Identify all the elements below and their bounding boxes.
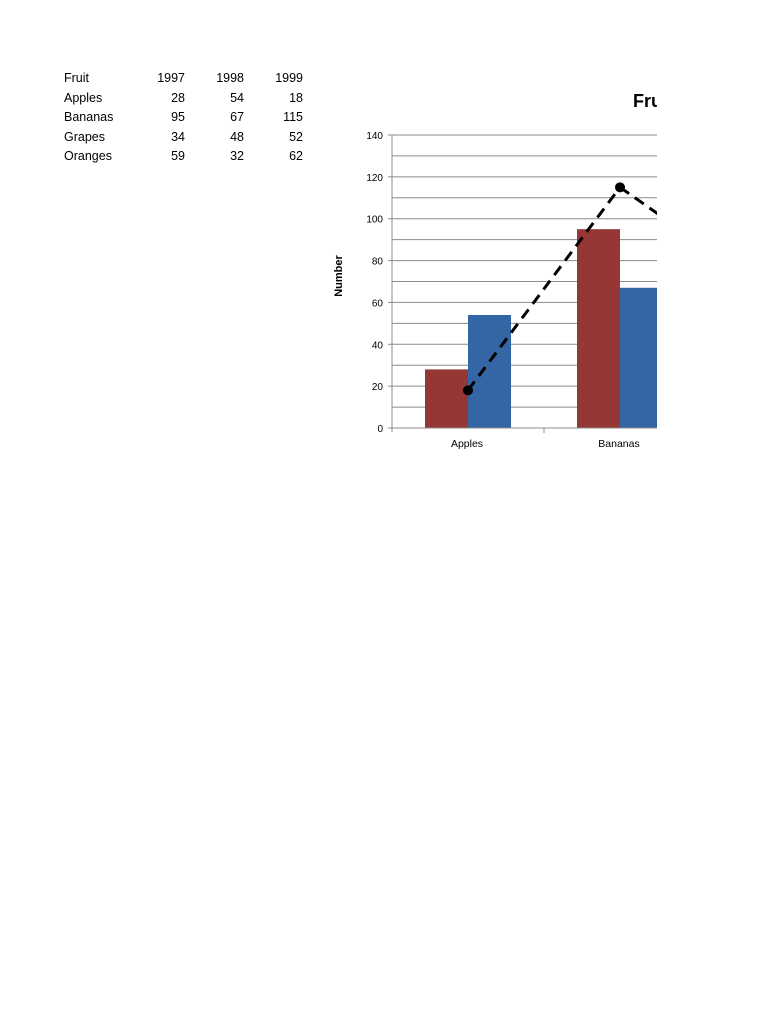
table-cell: Oranges bbox=[64, 149, 112, 163]
chart-canvas: Fruit Number 0 20 40 60 80 100 120 140 Apples Ba… bbox=[333, 91, 657, 450]
x-tick-label: Apples bbox=[451, 438, 483, 450]
table-cell: 32 bbox=[230, 149, 244, 163]
x-tick-label: Bananas bbox=[598, 438, 639, 450]
y-tick-label: 40 bbox=[372, 340, 384, 351]
table-cell: Grapes bbox=[64, 129, 105, 144]
y-tick-label: 100 bbox=[366, 215, 383, 226]
table-header-cell: Fruit bbox=[64, 71, 89, 85]
y-axis-ticks: 0 20 40 60 80 100 120 140 bbox=[366, 131, 392, 435]
bar-1998-apples bbox=[468, 314, 511, 428]
table-row: Bananas 95 67 115 bbox=[64, 108, 303, 128]
bar-1997-bananas bbox=[577, 229, 620, 428]
table-cell: 34 bbox=[171, 129, 185, 144]
table-row: Grapes 34 48 52 bbox=[64, 128, 303, 148]
line-series-1999-continuation bbox=[619, 186, 657, 216]
y-axis-label: Number bbox=[333, 255, 345, 297]
table-row: Apples 28 54 18 bbox=[64, 89, 303, 109]
table-cell: 18 bbox=[289, 90, 303, 105]
y-tick-label: 60 bbox=[372, 298, 384, 309]
table-cell: Bananas bbox=[64, 110, 114, 124]
table-cell: 54 bbox=[230, 90, 244, 105]
y-tick-label: 120 bbox=[366, 173, 383, 184]
table-header-cell: 1998 bbox=[216, 71, 244, 85]
y-tick-label: 0 bbox=[377, 424, 383, 435]
line-point-1999 bbox=[463, 385, 473, 396]
table-header-cell: 1999 bbox=[275, 71, 303, 85]
table-cell: 95 bbox=[171, 110, 185, 124]
table-cell: Apples bbox=[64, 90, 103, 105]
table-cell: 62 bbox=[289, 149, 303, 163]
y-tick-label: 20 bbox=[372, 382, 384, 393]
y-tick-label: 80 bbox=[372, 257, 384, 268]
table-row: Oranges 59 32 62 bbox=[64, 147, 303, 167]
table-cell: 59 bbox=[171, 149, 185, 163]
line-series-1999 bbox=[466, 186, 622, 392]
table-header-row: Fruit 1997 1998 1999 bbox=[64, 69, 303, 89]
bars bbox=[425, 229, 657, 428]
gridlines bbox=[392, 134, 657, 429]
bar-1997-apples bbox=[425, 369, 468, 428]
table-cell: 52 bbox=[289, 129, 303, 144]
table-header-cell: 1997 bbox=[157, 71, 185, 85]
chart-title: Fruit bbox=[633, 91, 657, 111]
bar-1998-bananas bbox=[620, 287, 657, 428]
fruit-data-table: Fruit 1997 1998 1999 Apples 28 54 18 Ban… bbox=[64, 69, 303, 167]
y-tick-label: 140 bbox=[366, 131, 383, 142]
line-point-1999 bbox=[615, 182, 625, 193]
table-cell: 67 bbox=[230, 110, 244, 124]
table-cell: 48 bbox=[230, 129, 244, 144]
table-cell: 28 bbox=[171, 90, 185, 105]
axes bbox=[391, 135, 657, 432]
x-axis-ticks: Apples Bananas bbox=[451, 428, 640, 450]
fruit-chart: Fruit Number 0 20 40 60 80 100 120 140 Apples Ba… bbox=[320, 80, 657, 460]
table-cell: 115 bbox=[283, 110, 303, 124]
line-series bbox=[463, 182, 657, 396]
